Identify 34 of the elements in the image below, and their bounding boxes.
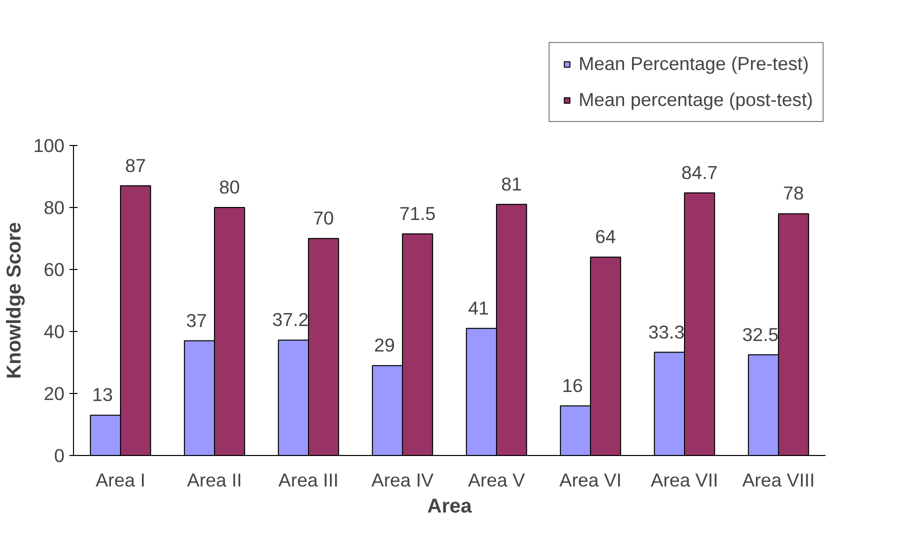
y-tick-label: 20	[44, 383, 65, 404]
data-label: 71.5	[399, 202, 436, 224]
data-label: 37	[186, 310, 207, 331]
x-tick-label: Area VIII	[742, 470, 815, 490]
y-tick-label: 40	[44, 321, 65, 342]
data-label: 29	[374, 334, 395, 356]
x-tick-label: Area III	[278, 470, 339, 490]
data-label: 81	[501, 173, 522, 194]
data-label: 78	[783, 182, 804, 204]
data-label: 41	[468, 297, 489, 318]
y-tick-label: 0	[54, 445, 65, 466]
x-tick-label: Area V	[468, 470, 526, 490]
data-label: 33.3	[648, 321, 685, 342]
legend-label: Mean Percentage (Pre-test)	[578, 53, 809, 75]
x-tick-label: Area II	[187, 470, 242, 490]
x-tick-label: Area I	[96, 470, 146, 490]
data-label: 84.7	[681, 162, 718, 183]
x-axis-title: Area	[427, 496, 473, 518]
data-label: 32.5	[742, 324, 779, 345]
y-tick-label: 60	[44, 259, 65, 280]
legend-label: Mean percentage (post-test)	[578, 89, 813, 111]
x-tick-label: Area VII	[650, 470, 718, 490]
y-axis-title: Knowldge Score	[3, 222, 26, 379]
data-label: 70	[313, 208, 334, 228]
data-label: 87	[125, 154, 146, 176]
data-label: 80	[219, 176, 240, 198]
data-label: 16	[562, 374, 583, 396]
y-tick-label: 100	[33, 135, 65, 156]
y-tick-label: 80	[44, 197, 65, 218]
data-label: 13	[92, 384, 113, 406]
data-label: 37.2	[272, 309, 309, 330]
x-tick-label: Area IV	[371, 470, 434, 490]
data-label: 64	[595, 226, 616, 248]
x-tick-label: Area VI	[559, 470, 622, 490]
